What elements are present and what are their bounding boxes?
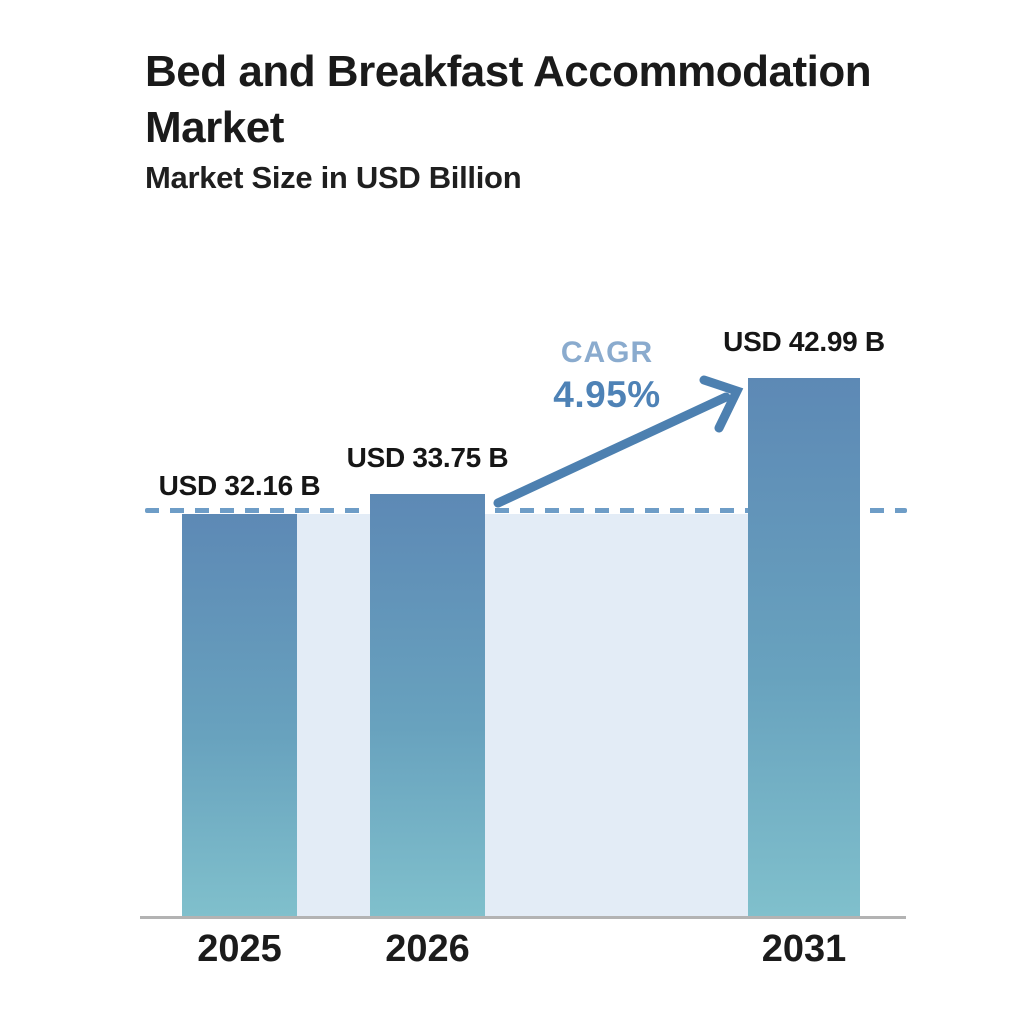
x-axis-label-2025: 2025 [197,928,282,970]
x-axis-label-2026: 2026 [385,928,470,970]
bar-2025 [182,514,297,918]
x-axis-line [140,916,906,919]
bar-value-label: USD 33.75 B [346,442,509,474]
cagr-value: 4.95% [553,374,661,415]
x-axis-label-2031: 2031 [761,928,847,970]
cagr-label: CAGR [560,336,654,369]
page-subtitle: Market Size in USD Billion [145,160,522,195]
bar-2031 [748,378,860,918]
bar-value-label: USD 42.99 B [723,326,885,358]
bar-2026 [370,494,485,918]
cagr-annotation: CAGR 4.95% [553,336,660,416]
between-bar-shade [485,514,748,918]
reference-dashed-line [145,508,907,513]
bar-value-label: USD 32.16 B [158,470,321,502]
between-bar-shade [297,514,370,918]
page-title: Bed and Breakfast Accommodation Market [145,47,872,152]
